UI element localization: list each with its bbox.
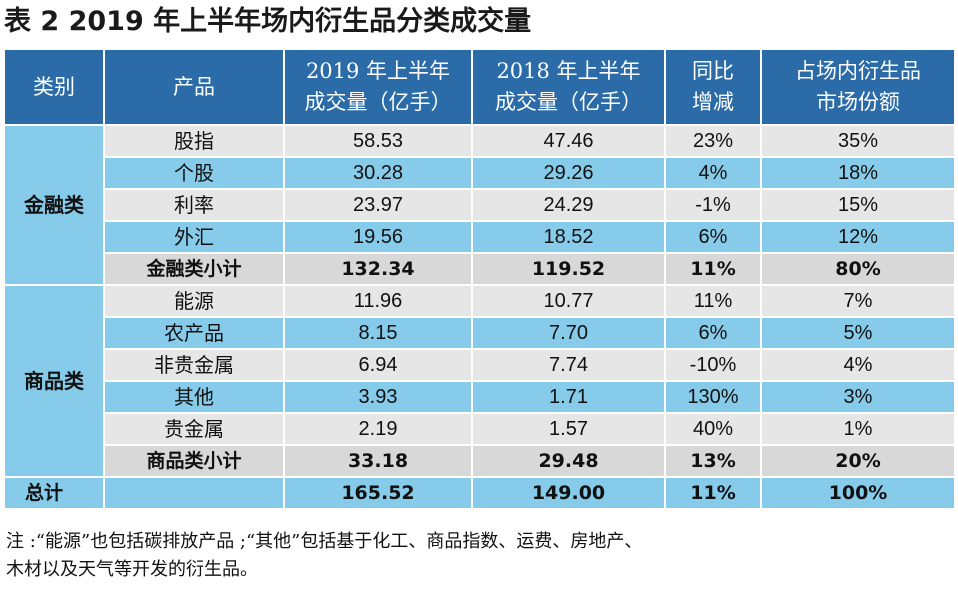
subtotal-label: 商品类小计 — [103, 444, 285, 478]
product-cell: 能源 — [103, 284, 285, 318]
vol2019-cell: 3.93 — [283, 380, 473, 414]
subtotal-row: 商品类小计 33.18 29.48 13% 20% — [4, 444, 956, 478]
vol2019-cell: 2.19 — [283, 412, 473, 446]
vol2019-cell: 23.97 — [283, 188, 473, 222]
yoy-cell: 11% — [664, 284, 762, 318]
table-row: 贵金属 2.19 1.57 40% 1% — [4, 412, 956, 446]
total-label: 总计 — [3, 476, 105, 510]
vol2018-cell: 7.70 — [471, 316, 666, 350]
share-cell: 4% — [760, 348, 956, 382]
header-vol2019: 2019 年上半年 成交量（亿手） — [283, 48, 473, 126]
yoy-cell: 6% — [664, 220, 762, 254]
vol2018-cell: 149.00 — [471, 476, 666, 510]
header-vol2018-line1: 2018 年上半年 — [496, 59, 641, 83]
share-cell: 7% — [760, 284, 956, 318]
total-row: 总计 165.52 149.00 11% 100% — [3, 476, 956, 510]
vol2018-cell: 7.74 — [471, 348, 666, 382]
derivatives-volume-table: 类别 产品 2019 年上半年 成交量（亿手） 2018 年上半年 成交量（亿手… — [3, 48, 956, 510]
note-line-1: 注 :“能源”也包括碳排放产品 ;“其他”包括基于化工、商品指数、运费、房地产、 — [6, 531, 643, 552]
vol2018-cell: 10.77 — [471, 284, 666, 318]
vol2018-cell: 24.29 — [471, 188, 666, 222]
header-vol2018: 2018 年上半年 成交量（亿手） — [471, 48, 666, 126]
yoy-cell: 4% — [664, 156, 762, 190]
subtotal-label: 金融类小计 — [103, 252, 285, 286]
vol2019-cell: 8.15 — [283, 316, 473, 350]
vol2019-cell: 6.94 — [283, 348, 473, 382]
header-row: 类别 产品 2019 年上半年 成交量（亿手） 2018 年上半年 成交量（亿手… — [3, 48, 956, 126]
vol2019-cell: 165.52 — [283, 476, 473, 510]
table-row: 个股 30.28 29.26 4% 18% — [4, 156, 956, 190]
category-cell-financial: 金融类 — [3, 124, 105, 286]
subtotal-row: 金融类小计 132.34 119.52 11% 80% — [4, 252, 956, 286]
yoy-cell: 6% — [664, 316, 762, 350]
share-cell: 18% — [760, 156, 956, 190]
share-cell: 5% — [760, 316, 956, 350]
header-product: 产品 — [103, 48, 285, 126]
total-empty-cell — [103, 476, 285, 510]
table-row: 非贵金属 6.94 7.74 -10% 4% — [4, 348, 956, 382]
header-category: 类别 — [3, 48, 105, 126]
table-note: 注 :“能源”也包括碳排放产品 ;“其他”包括基于化工、商品指数、运费、房地产、… — [6, 528, 954, 584]
table-row: 利率 23.97 24.29 -1% 15% — [4, 188, 956, 222]
table-title: 表 2 2019 年上半年场内衍生品分类成交量 — [4, 6, 532, 37]
product-cell: 非贵金属 — [103, 348, 285, 382]
table-row: 商品类 能源 11.96 10.77 11% 7% — [3, 284, 956, 478]
vol2019-cell: 30.28 — [283, 156, 473, 190]
share-cell: 100% — [760, 476, 956, 510]
product-cell: 利率 — [103, 188, 285, 222]
header-share: 占场内衍生品 市场份额 — [760, 48, 956, 126]
vol2019-cell: 58.53 — [283, 124, 473, 158]
share-cell: 35% — [760, 124, 956, 158]
category-cell-commodity: 商品类 — [3, 284, 105, 478]
header-vol2019-line1: 2019 年上半年 — [305, 59, 451, 83]
yoy-cell: 23% — [664, 124, 762, 158]
vol2018-cell: 1.71 — [471, 380, 666, 414]
share-cell: 12% — [760, 220, 956, 254]
table-row: 外汇 19.56 18.52 6% 12% — [4, 220, 956, 254]
yoy-cell: -10% — [664, 348, 762, 382]
vol2019-cell: 11.96 — [283, 284, 473, 318]
header-vol2018-line2: 成交量（亿手） — [495, 90, 642, 114]
product-cell: 股指 — [103, 124, 285, 158]
vol2018-cell: 47.46 — [471, 124, 666, 158]
vol2018-cell: 29.48 — [471, 444, 666, 478]
vol2019-cell: 33.18 — [283, 444, 473, 478]
share-cell: 1% — [760, 412, 956, 446]
yoy-cell: 130% — [664, 380, 762, 414]
header-share-line2: 市场份额 — [816, 90, 900, 114]
table-row: 金融类 股指 58.53 47.46 23% 35% — [3, 124, 956, 286]
vol2018-cell: 18.52 — [471, 220, 666, 254]
yoy-cell: 13% — [664, 444, 762, 478]
header-yoy: 同比 增减 — [664, 48, 762, 126]
table-row: 其他 3.93 1.71 130% 3% — [4, 380, 956, 414]
vol2019-cell: 132.34 — [283, 252, 473, 286]
share-cell: 15% — [760, 188, 956, 222]
vol2018-cell: 119.52 — [471, 252, 666, 286]
vol2018-cell: 1.57 — [471, 412, 666, 446]
share-cell: 3% — [760, 380, 956, 414]
yoy-cell: 40% — [664, 412, 762, 446]
note-line-2: 木材以及天气等开发的衍生品。 — [6, 559, 258, 580]
share-cell: 80% — [760, 252, 956, 286]
header-yoy-line2: 增减 — [692, 90, 734, 114]
yoy-cell: 11% — [664, 252, 762, 286]
header-share-line1: 占场内衍生品 — [795, 59, 921, 83]
product-cell: 贵金属 — [103, 412, 285, 446]
share-cell: 20% — [760, 444, 956, 478]
header-yoy-line1: 同比 — [692, 59, 734, 83]
vol2019-cell: 19.56 — [283, 220, 473, 254]
product-cell: 其他 — [103, 380, 285, 414]
header-vol2019-line2: 成交量（亿手） — [304, 90, 452, 114]
table-row: 农产品 8.15 7.70 6% 5% — [4, 316, 956, 350]
product-cell: 个股 — [103, 156, 285, 190]
vol2018-cell: 29.26 — [471, 156, 666, 190]
product-cell: 外汇 — [103, 220, 285, 254]
yoy-cell: -1% — [664, 188, 762, 222]
yoy-cell: 11% — [664, 476, 762, 510]
product-cell: 农产品 — [103, 316, 285, 350]
